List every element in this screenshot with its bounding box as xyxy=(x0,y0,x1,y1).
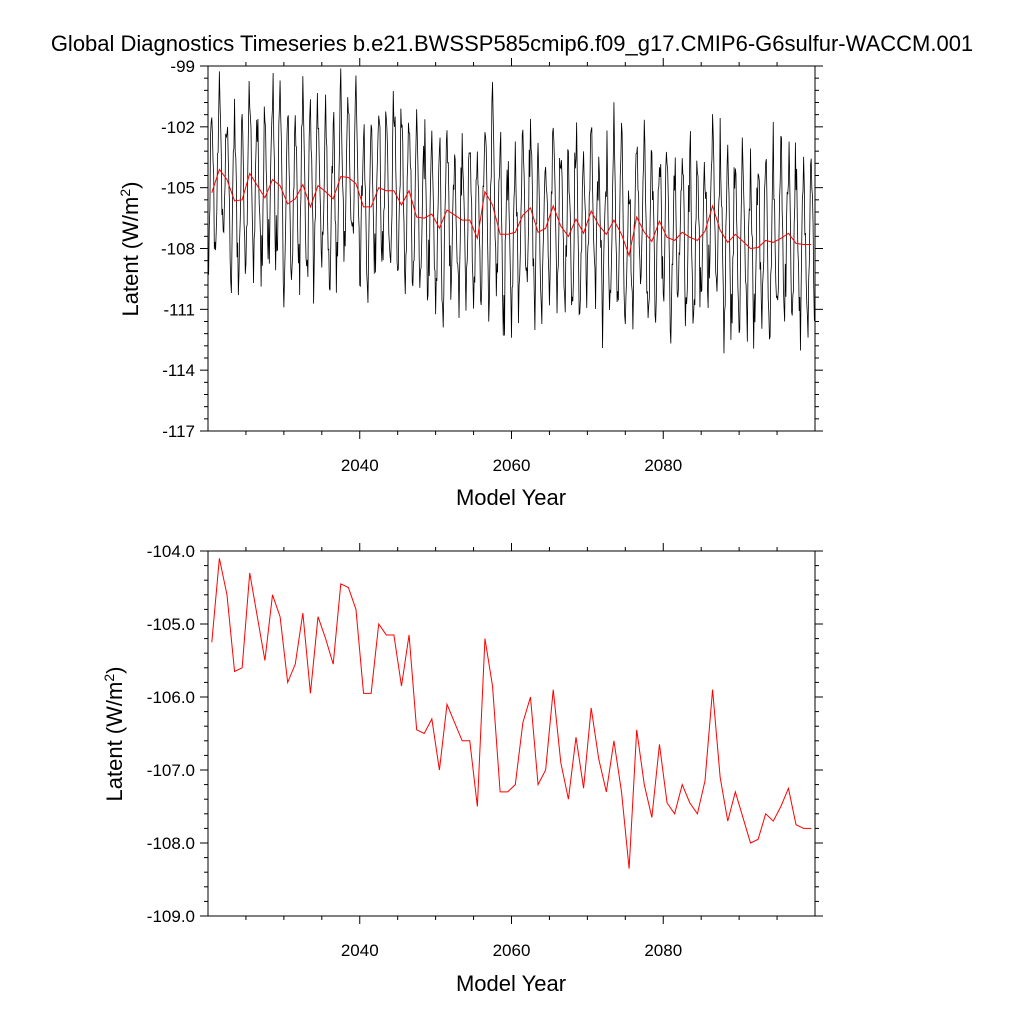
plot-area-bottom: -109.0 -108.0 -107.0 -106.0 -105.0 -104.0 2040… xyxy=(147,542,823,960)
y-tick-label-bottom: -107.0 xyxy=(147,761,195,780)
monthly-series-line xyxy=(207,68,815,354)
y-tick-label-bottom: -108.0 xyxy=(147,834,195,853)
y-tick-label-top: -99 xyxy=(170,57,195,76)
panel-bottom: -109.0 -108.0 -107.0 -106.0 -105.0 -104.0 2040… xyxy=(101,542,823,996)
x-tick-label-top: 2080 xyxy=(644,456,682,475)
y-tick-label-top: -117 xyxy=(162,422,195,441)
plot-frame-bottom xyxy=(207,550,816,917)
y-tick-label-top: -108 xyxy=(161,240,195,259)
y-tick-label-top: -114 xyxy=(162,361,195,380)
figure-title: Global Diagnostics Timeseries b.e21.BWSS… xyxy=(51,31,973,56)
x-axis-label-bottom: Model Year xyxy=(456,971,566,996)
y-tick-label-top: -105 xyxy=(161,179,195,198)
y-tick-label-bottom: -104.0 xyxy=(147,542,195,561)
x-tick-label-bottom: 2040 xyxy=(341,941,379,960)
annual-mean-series-line xyxy=(211,168,812,258)
y-axis-label-top: Latent (W/m2) xyxy=(117,182,143,317)
x-tick-label-bottom: 2060 xyxy=(493,941,531,960)
y-tick-label-bottom: -105.0 xyxy=(147,615,195,634)
y-axis-label-bottom: Latent (W/m2) xyxy=(101,667,127,802)
y-tick-label-top: -111 xyxy=(163,300,195,319)
x-tick-label-top: 2040 xyxy=(341,456,379,475)
y-tick-label-bottom: -106.0 xyxy=(147,688,195,707)
x-axis-label-top: Model Year xyxy=(456,485,566,510)
y-tick-label-bottom: -109.0 xyxy=(147,907,195,926)
x-tick-label-top: 2060 xyxy=(493,456,531,475)
plot-area-top: -117 -114 -111 -108 -105 -102 -99 2040 2060 2080 xyxy=(161,57,823,475)
annual-mean-series-line xyxy=(211,558,812,869)
y-tick-label-top: -102 xyxy=(161,118,195,137)
x-tick-label-bottom: 2080 xyxy=(644,941,682,960)
